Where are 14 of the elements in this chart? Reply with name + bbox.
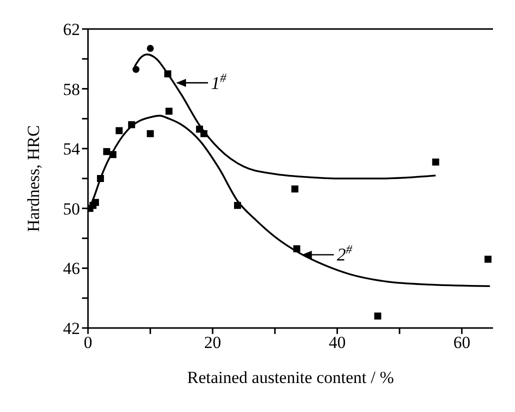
x-tick-label: 20 [204, 333, 222, 352]
x-tick-label: 60 [453, 333, 470, 352]
y-tick-label: 46 [63, 259, 80, 278]
y-tick-label: 62 [63, 20, 80, 40]
x-tick-label: 40 [328, 333, 346, 352]
y-tick-label: 54 [63, 140, 80, 159]
y-tick-label: 42 [63, 319, 80, 338]
y-tick-label: 58 [63, 80, 80, 99]
annotation: 1$^{#}$ [210, 70, 227, 93]
y-tick-label: 50 [63, 199, 80, 218]
x-axis-title: Retained austenite content / % [187, 368, 394, 387]
x-tick-label: 0 [84, 333, 92, 352]
annotation: 2$^{#}$ [336, 242, 353, 265]
y-axis-title: Hardness, HRC [24, 125, 44, 232]
